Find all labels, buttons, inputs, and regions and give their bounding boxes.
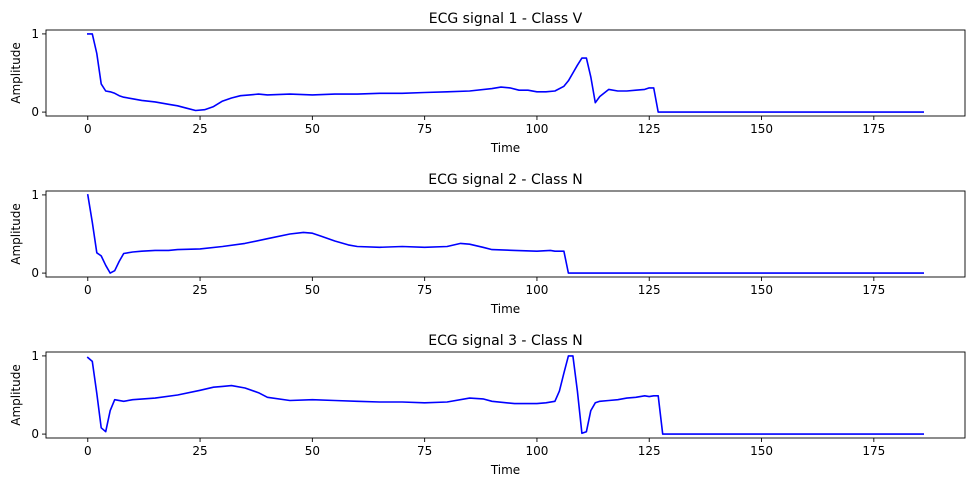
y-tick-label: 0 (31, 266, 39, 280)
x-tick-label: 25 (192, 122, 207, 136)
x-tick-label: 125 (638, 283, 661, 297)
x-tick-label: 25 (192, 444, 207, 458)
x-tick-label: 150 (750, 444, 773, 458)
y-tick-label: 0 (31, 105, 39, 119)
series-line-1 (86, 355, 925, 435)
x-tick-label: 25 (192, 283, 207, 297)
y-tick-label: 1 (31, 349, 39, 363)
y-tick-label: 1 (31, 188, 39, 202)
series-line-1 (87, 33, 925, 113)
x-tick-label: 125 (638, 122, 661, 136)
x-axis-label: Time (490, 302, 520, 316)
x-tick-label: 0 (84, 122, 92, 136)
x-tick-label: 150 (750, 122, 773, 136)
x-tick-label: 50 (305, 122, 320, 136)
x-tick-label: 0 (84, 283, 92, 297)
x-tick-label: 150 (750, 283, 773, 297)
chart-panel-3: 0 25 50 75 100 125 150 175 0 1 ECG signal 3 - Clas… (9, 333, 966, 477)
x-axis-label: Time (490, 141, 520, 155)
chart-panel-1: 0 25 50 75 100 125 150 175 0 1 ECG signal 1 - Clas… (9, 11, 966, 155)
x-tick-label: 175 (862, 283, 885, 297)
x-tick-label: 125 (638, 444, 661, 458)
axes-frame (45, 351, 966, 439)
y-axis-label: Amplitude (9, 42, 23, 104)
x-tick-label: 100 (525, 283, 548, 297)
x-tick-label: 50 (305, 283, 320, 297)
x-tick-label: 75 (417, 283, 432, 297)
x-tick-label: 175 (862, 122, 885, 136)
chart-title: ECG signal 3 - Class N (428, 333, 582, 349)
x-tick-label: 75 (417, 122, 432, 136)
x-tick-label: 75 (417, 444, 432, 458)
chart-title: ECG signal 2 - Class N (428, 172, 582, 188)
y-axis-label: Amplitude (9, 203, 23, 265)
axes-frame (45, 190, 966, 278)
x-axis-label: Time (490, 463, 520, 477)
y-tick-label: 1 (31, 27, 39, 41)
x-tick-label: 175 (862, 444, 885, 458)
x-tick-label: 100 (525, 122, 548, 136)
x-tick-label: 100 (525, 444, 548, 458)
axes-frame (45, 29, 966, 117)
chart-title: ECG signal 1 - Class V (429, 11, 583, 27)
y-axis-label: Amplitude (9, 364, 23, 426)
x-tick-label: 0 (84, 444, 92, 458)
y-tick-label: 0 (31, 427, 39, 441)
chart-panel-2: 0 25 50 75 100 125 150 175 0 1 ECG signal 2 - Clas… (9, 172, 966, 316)
series-line-1 (86, 193, 925, 274)
x-tick-label: 50 (305, 444, 320, 458)
